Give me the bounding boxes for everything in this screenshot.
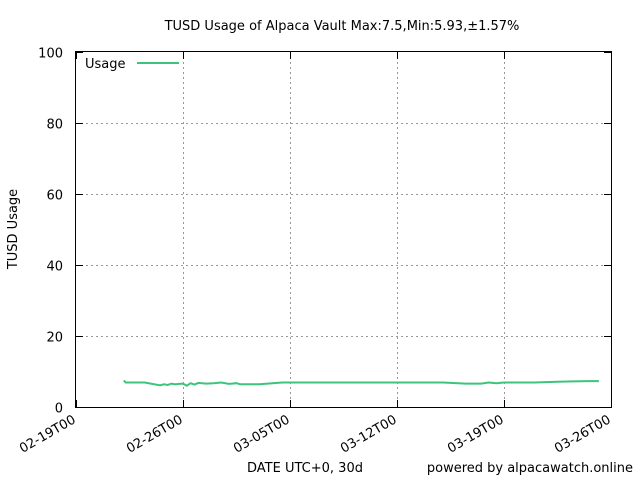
x-tick-label: 03-19T00 bbox=[445, 412, 506, 456]
chart-title: TUSD Usage of Alpaca Vault Max:7.5,Min:5… bbox=[164, 19, 520, 34]
y-tick-label: 0 bbox=[55, 402, 63, 417]
x-axis-ticks: 02-19T00 02-26T00 03-05T00 03-12T00 03-19T00… bbox=[17, 52, 614, 457]
x-tick-label: 03-05T00 bbox=[231, 412, 292, 456]
x-tick-label: 03-26T00 bbox=[552, 412, 613, 456]
plot-frame bbox=[75, 51, 612, 408]
series-line-usage bbox=[123, 379, 599, 387]
series-layer bbox=[123, 379, 599, 387]
grid bbox=[76, 52, 611, 407]
x-tick-label: 03-12T00 bbox=[338, 412, 399, 456]
legend-label: Usage bbox=[85, 57, 126, 72]
y-axis-ticks: 0 20 40 60 80 100 bbox=[38, 47, 611, 417]
x-tick-label: 02-26T00 bbox=[124, 412, 185, 456]
y-tick-label: 20 bbox=[46, 331, 63, 346]
x-axis-label: DATE UTC+0, 30d bbox=[247, 461, 363, 476]
y-axis-label: TUSD Usage bbox=[6, 189, 21, 270]
y-tick-label: 80 bbox=[46, 118, 63, 133]
y-tick-label: 40 bbox=[46, 260, 63, 275]
y-tick-label: 60 bbox=[46, 189, 63, 204]
y-tick-label: 100 bbox=[38, 47, 63, 62]
legend: Usage bbox=[85, 57, 179, 72]
footer-credit: powered by alpacawatch.online bbox=[427, 461, 633, 476]
x-tick-label: 02-19T00 bbox=[17, 412, 78, 456]
